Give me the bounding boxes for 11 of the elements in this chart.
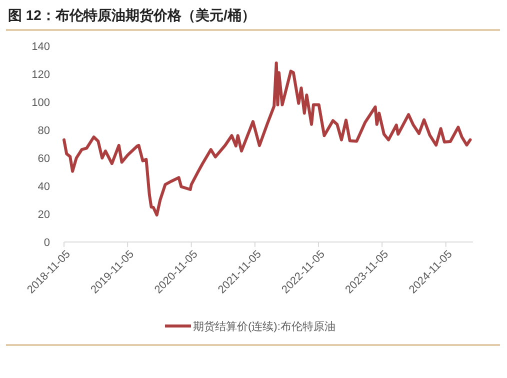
y-tick-label: 0 xyxy=(44,236,50,249)
y-tick-label: 20 xyxy=(38,208,50,221)
chart-title: 图 12：布伦特原油期货价格（美元/桶） xyxy=(8,7,256,23)
legend-label: 期货结算价(连续):布伦特原油 xyxy=(193,320,336,333)
y-tick-label: 40 xyxy=(38,180,50,193)
y-tick-label: 80 xyxy=(38,124,50,137)
line-series xyxy=(62,61,472,216)
y-tick-label: 120 xyxy=(32,68,50,81)
y-tick-label: 140 xyxy=(32,40,50,53)
y-tick-label: 100 xyxy=(32,96,50,109)
y-tick-label: 60 xyxy=(38,152,50,165)
